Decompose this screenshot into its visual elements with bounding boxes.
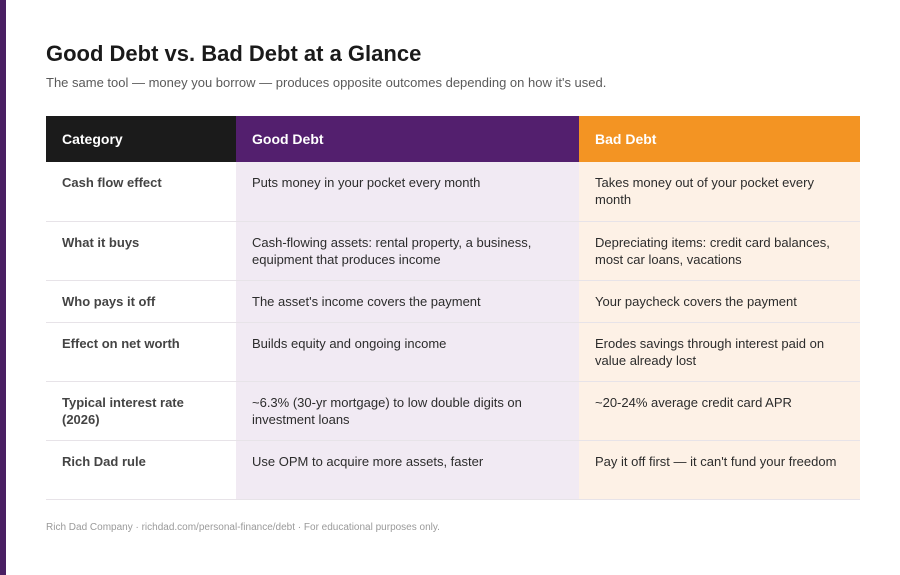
- row-category: Rich Dad rule: [46, 440, 236, 500]
- table-body: Cash flow effect Puts money in your pock…: [46, 162, 860, 500]
- page-subtitle: The same tool — money you borrow — produ…: [46, 75, 607, 90]
- table-row: Effect on net worth Builds equity and on…: [46, 322, 860, 382]
- row-category: Cash flow effect: [46, 162, 236, 222]
- header-category: Category: [46, 116, 236, 162]
- table-row: Rich Dad rule Use OPM to acquire more as…: [46, 440, 860, 500]
- row-bad-debt: Takes money out of your pocket every mon…: [579, 162, 860, 222]
- accent-bar: [0, 0, 6, 575]
- footer-credit: Rich Dad Company · richdad.com/personal-…: [46, 522, 440, 533]
- row-bad-debt: Erodes savings through interest paid on …: [579, 322, 860, 382]
- table-row: Who pays it off The asset's income cover…: [46, 280, 860, 323]
- row-good-debt: The asset's income covers the payment: [236, 280, 579, 323]
- row-category: Typical interest rate (2026): [46, 381, 236, 441]
- row-bad-debt: Depreciating items: credit card balances…: [579, 221, 860, 281]
- table-row: What it buys Cash-flowing assets: rental…: [46, 221, 860, 281]
- table-header: Category Good Debt Bad Debt: [46, 116, 860, 162]
- row-good-debt: ~6.3% (30-yr mortgage) to low double dig…: [236, 381, 579, 441]
- row-good-debt: Use OPM to acquire more assets, faster: [236, 440, 579, 500]
- row-bad-debt: Pay it off first — it can't fund your fr…: [579, 440, 860, 500]
- header-row: Category Good Debt Bad Debt: [46, 116, 860, 162]
- comparison-table: Category Good Debt Bad Debt Cash flow ef…: [46, 116, 860, 500]
- row-good-debt: Cash-flowing assets: rental property, a …: [236, 221, 579, 281]
- row-bad-debt: Your paycheck covers the payment: [579, 280, 860, 323]
- table-row: Cash flow effect Puts money in your pock…: [46, 162, 860, 222]
- row-category: What it buys: [46, 221, 236, 281]
- row-good-debt: Puts money in your pocket every month: [236, 162, 579, 222]
- header-bad-debt: Bad Debt: [579, 116, 860, 162]
- row-good-debt: Builds equity and ongoing income: [236, 322, 579, 382]
- table-row: Typical interest rate (2026) ~6.3% (30-y…: [46, 381, 860, 441]
- page-title: Good Debt vs. Bad Debt at a Glance: [46, 41, 422, 66]
- row-category: Effect on net worth: [46, 322, 236, 382]
- row-bad-debt: ~20-24% average credit card APR: [579, 381, 860, 441]
- row-category: Who pays it off: [46, 280, 236, 323]
- main-content: Good Debt vs. Bad Debt at a Glance The s…: [46, 40, 860, 500]
- header-good-debt: Good Debt: [236, 116, 579, 162]
